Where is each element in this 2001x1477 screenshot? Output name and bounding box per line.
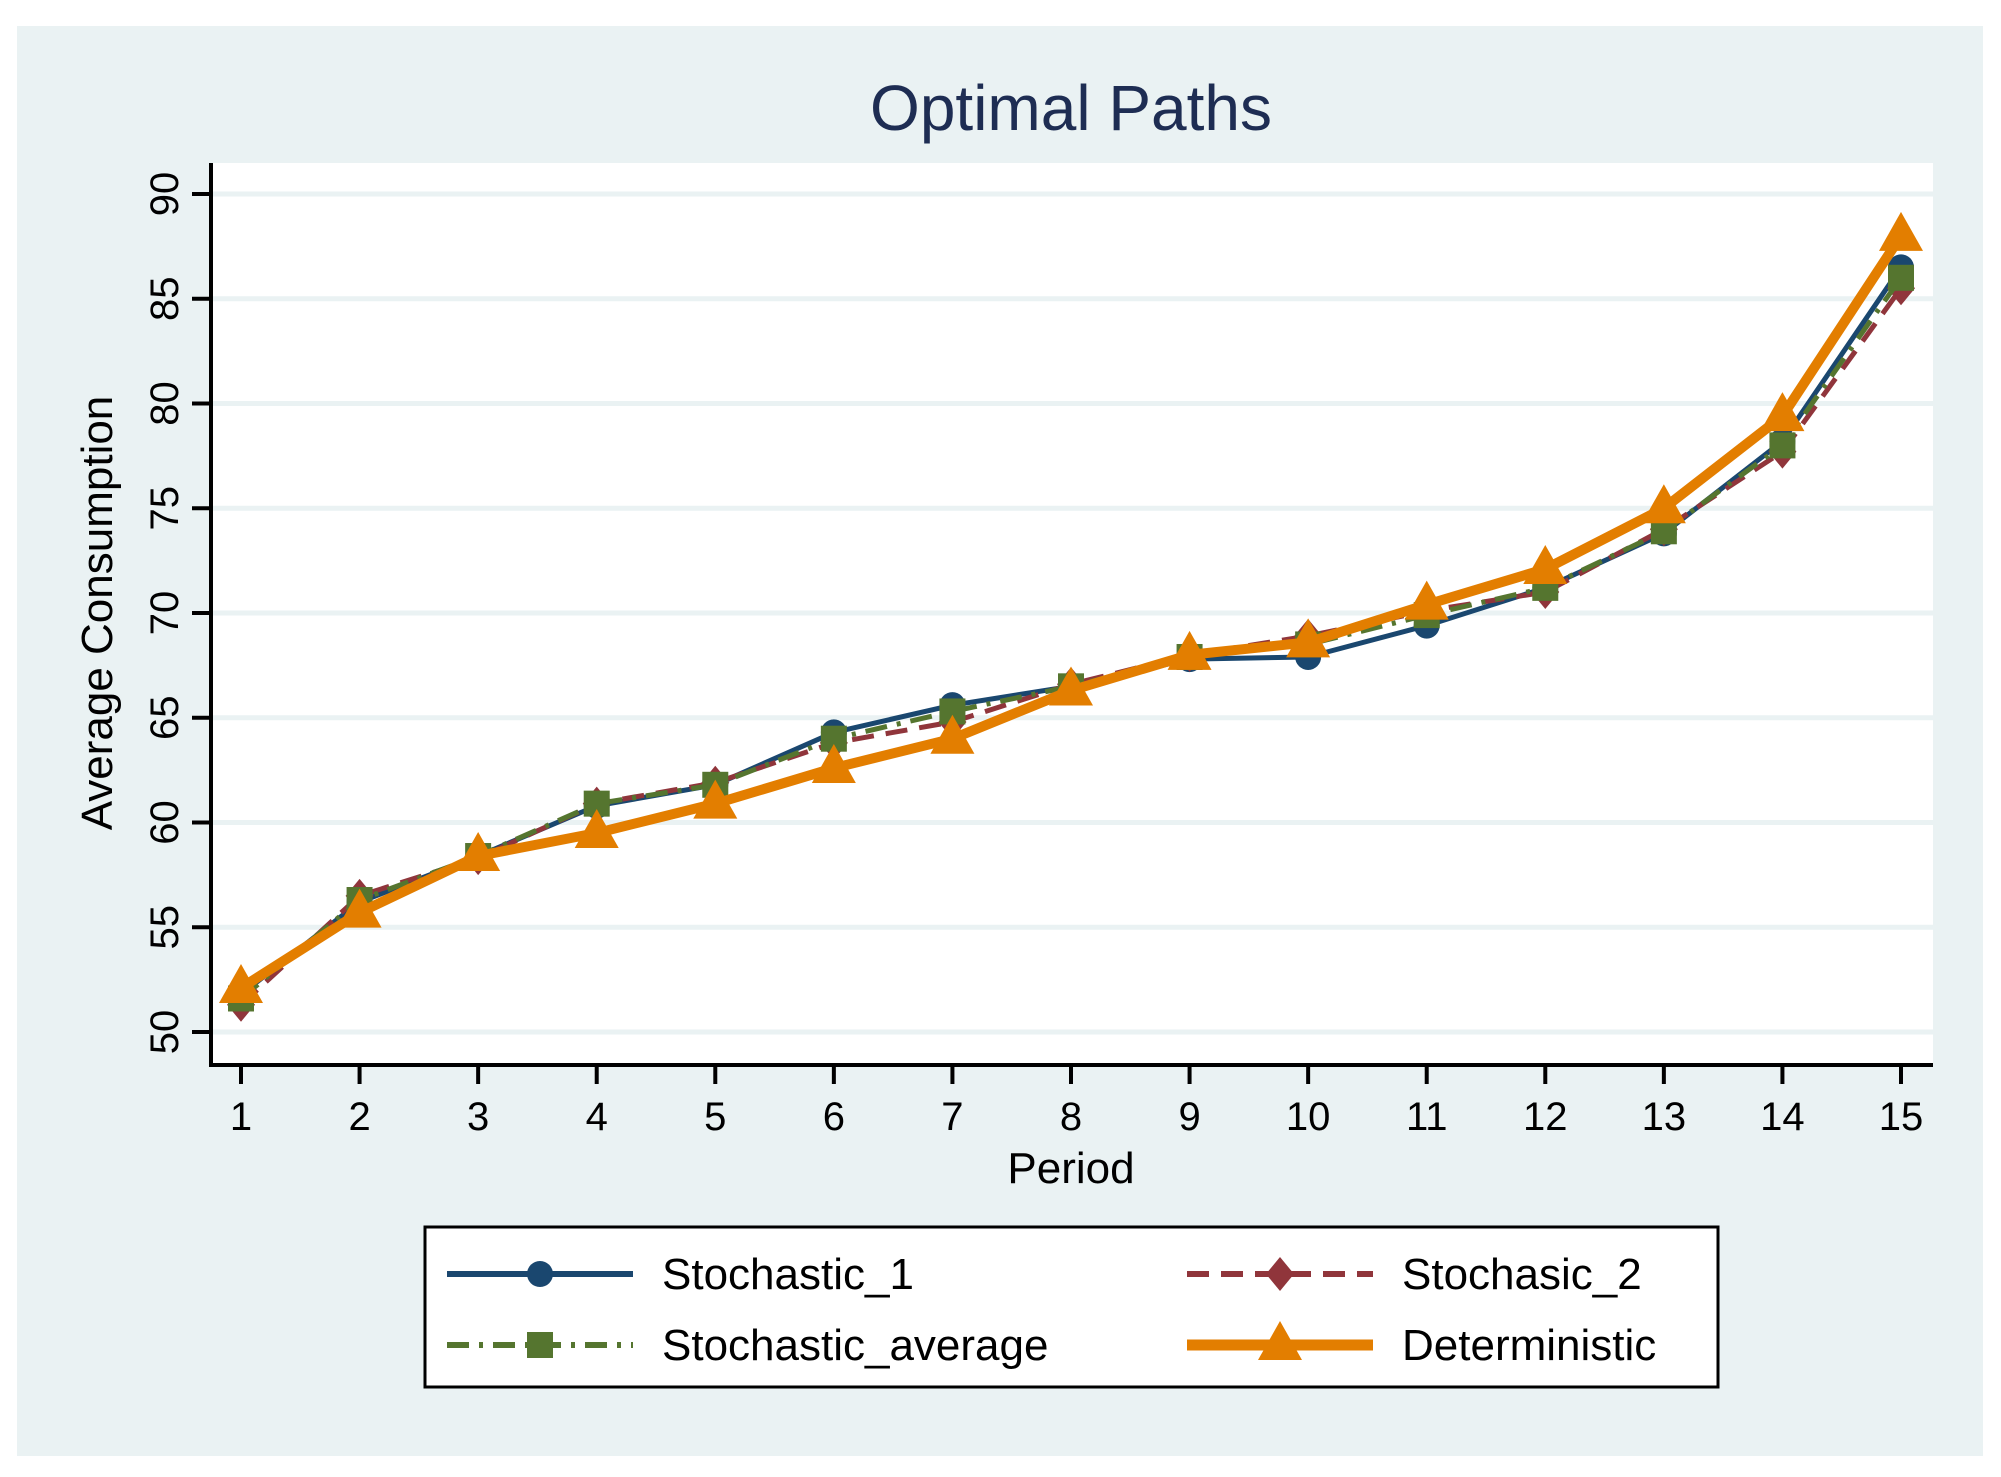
- legend-item: Stochastic_1: [447, 1250, 914, 1299]
- series-line: [239, 276, 1904, 1001]
- y-tick-label: 85: [143, 277, 187, 322]
- data-point: [1167, 630, 1212, 670]
- data-point: [1523, 545, 1568, 585]
- x-tick-label: 2: [348, 1095, 370, 1139]
- data-point: [1641, 484, 1686, 524]
- data-point: [930, 714, 975, 754]
- y-tick-label: 50: [143, 1010, 187, 1055]
- data-point: [811, 744, 856, 784]
- legend: Stochastic_1 Stochasic_2 Stochastic_averag…: [423, 1225, 1720, 1389]
- legend-label: Deterministic: [1402, 1321, 1656, 1370]
- x-axis-label: Period: [1007, 1144, 1134, 1193]
- legend-item: Stochastic_average: [447, 1321, 1048, 1370]
- data-point: [219, 964, 263, 1004]
- x-tick-label: 11: [1406, 1095, 1448, 1139]
- x-tick-label: 9: [1178, 1095, 1200, 1139]
- legend-marker-triangle-icon: [1258, 1321, 1302, 1360]
- data-point: [693, 779, 738, 819]
- x-tick-label: 1: [230, 1095, 252, 1139]
- x-tick-label: 15: [1879, 1095, 1924, 1139]
- x-tick-label: 13: [1642, 1095, 1687, 1139]
- x-tick-label: 6: [823, 1095, 845, 1139]
- legend-marker-square-icon: [527, 1332, 553, 1358]
- legend-label: Stochasic_2: [1402, 1250, 1642, 1299]
- data-point: [456, 832, 501, 872]
- data-point: [1879, 211, 1923, 251]
- x-tick-label: 12: [1523, 1095, 1568, 1139]
- legend-marker-diamond-icon: [1266, 1257, 1294, 1291]
- y-tick-label: 55: [143, 905, 187, 950]
- legend-label: Stochastic_1: [662, 1250, 914, 1299]
- y-tick-label: 90: [143, 172, 187, 217]
- x-tick-label: 10: [1286, 1095, 1331, 1139]
- legend-item: Deterministic: [1187, 1321, 1656, 1370]
- legend-label: Stochastic_average: [662, 1321, 1048, 1370]
- y-tick-label: 60: [143, 800, 187, 845]
- x-tick-label: 8: [1060, 1095, 1082, 1139]
- x-tick-label: 14: [1760, 1095, 1805, 1139]
- x-tick-label: 4: [586, 1095, 608, 1139]
- y-tick-label: 75: [143, 486, 187, 531]
- data-point: [574, 808, 619, 848]
- data-point: [1888, 264, 1914, 291]
- series-deterministic: [219, 211, 1923, 1004]
- x-tick-label: 3: [467, 1095, 489, 1139]
- x-tick-label: 7: [941, 1095, 963, 1139]
- y-tick-label: 70: [143, 591, 187, 636]
- y-axis-label: Average Consumption: [73, 396, 122, 831]
- data-point: [1769, 432, 1796, 459]
- data-point: [1760, 392, 1805, 432]
- x-tick-label: 5: [704, 1095, 726, 1139]
- data-point: [1049, 666, 1093, 706]
- chart-title: Optimal Paths: [870, 72, 1272, 144]
- data-point: [1404, 580, 1449, 620]
- y-tick-label: 80: [143, 381, 187, 426]
- y-tick-label: 65: [143, 696, 187, 741]
- legend-item: Stochasic_2: [1187, 1250, 1642, 1299]
- data-point: [337, 888, 382, 928]
- legend-marker-circle-icon: [527, 1261, 553, 1287]
- legend-box: [423, 1225, 1720, 1389]
- data-point: [1286, 618, 1331, 658]
